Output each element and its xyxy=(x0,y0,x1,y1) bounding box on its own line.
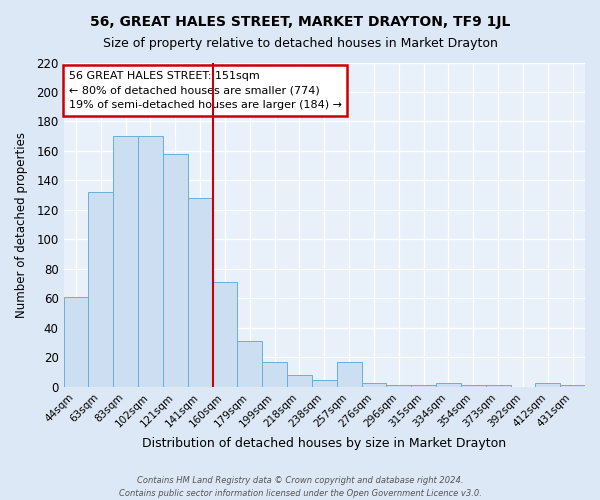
Bar xyxy=(238,341,262,387)
Text: Size of property relative to detached houses in Market Drayton: Size of property relative to detached ho… xyxy=(103,38,497,51)
Bar xyxy=(411,386,436,387)
Bar xyxy=(287,375,312,387)
Bar xyxy=(386,386,411,387)
Bar xyxy=(560,386,585,387)
Y-axis label: Number of detached properties: Number of detached properties xyxy=(15,132,28,318)
Bar xyxy=(113,136,138,387)
Bar xyxy=(262,362,287,387)
Text: 56 GREAT HALES STREET: 151sqm
← 80% of detached houses are smaller (774)
19% of : 56 GREAT HALES STREET: 151sqm ← 80% of d… xyxy=(69,70,342,110)
Bar xyxy=(163,154,188,387)
Bar xyxy=(188,198,212,387)
Text: Contains HM Land Registry data © Crown copyright and database right 2024.
Contai: Contains HM Land Registry data © Crown c… xyxy=(119,476,481,498)
Text: 56, GREAT HALES STREET, MARKET DRAYTON, TF9 1JL: 56, GREAT HALES STREET, MARKET DRAYTON, … xyxy=(90,15,510,29)
Bar xyxy=(436,382,461,387)
Bar xyxy=(88,192,113,387)
Bar xyxy=(212,282,238,387)
Bar xyxy=(461,386,485,387)
Bar xyxy=(535,382,560,387)
Bar xyxy=(64,297,88,387)
Bar xyxy=(337,362,362,387)
Bar xyxy=(138,136,163,387)
X-axis label: Distribution of detached houses by size in Market Drayton: Distribution of detached houses by size … xyxy=(142,437,506,450)
Bar xyxy=(362,382,386,387)
Bar xyxy=(312,380,337,387)
Bar xyxy=(485,386,511,387)
